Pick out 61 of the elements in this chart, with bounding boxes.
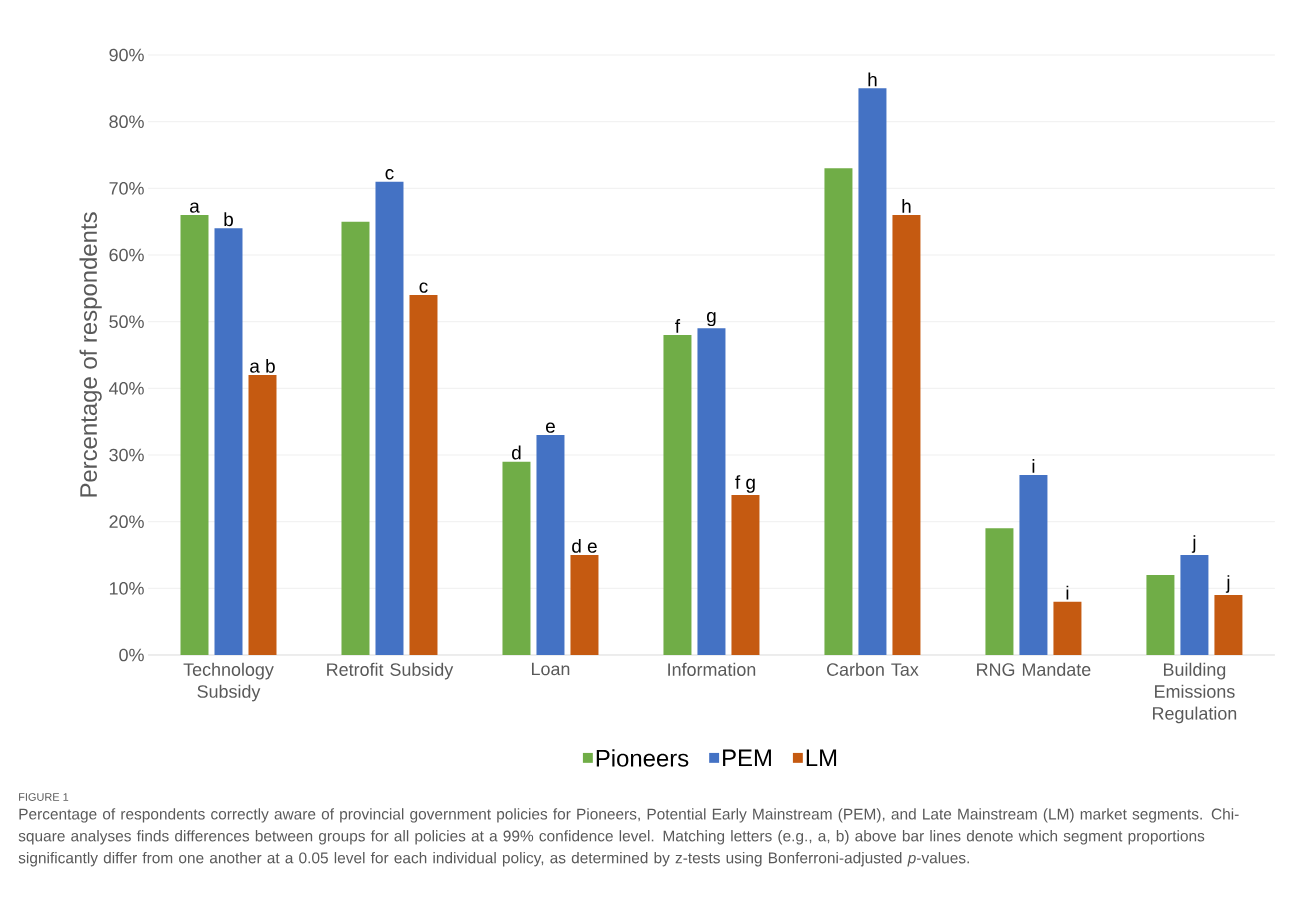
x-tick-label: Retrofit Subsidy	[327, 662, 454, 680]
x-tick-label: Building Emissions Regulation	[1153, 662, 1237, 724]
bar	[214, 228, 243, 655]
bar	[1019, 475, 1048, 655]
bar	[502, 461, 531, 655]
data-label: e	[546, 422, 555, 433]
legend-label: Pioneers	[596, 749, 689, 767]
data-label: i	[1066, 585, 1069, 600]
data-label: j	[1225, 575, 1230, 593]
bar	[1146, 575, 1175, 655]
y-tick-label: 0%	[119, 648, 144, 662]
bar	[536, 435, 565, 655]
legend-label: PEM	[723, 749, 771, 767]
bar	[697, 328, 726, 655]
bar	[731, 495, 760, 655]
data-label: j	[1191, 535, 1196, 553]
y-tick-label: 90%	[109, 48, 144, 62]
x-tick-label: Loan	[531, 662, 570, 676]
data-label: g	[707, 312, 716, 327]
data-label: d e	[572, 538, 597, 553]
bar	[570, 555, 599, 655]
data-label: c	[419, 282, 428, 293]
bar	[1053, 601, 1082, 655]
bar	[409, 295, 438, 655]
y-tick-label: 80%	[109, 115, 144, 129]
y-tick-label: 50%	[109, 315, 144, 329]
data-label: c	[385, 169, 394, 180]
text: Percentage of respondents correctly aware of provincial government policies for Pioneers, Potential Early Mainstream (PEM), and Late Mainstream (LM) market segments. Chi-square analyses finds differences between groups for all policies at a 99% confidence level. Matching letters (e.g., a, b) above bar lines denote which segment proportions significantly differ from one another at a 0.05 level for each individual policy, as determined by z-tests using Bonferroni-adjusted p-values.	[18, 808, 1239, 867]
bar	[1180, 555, 1209, 655]
y-tick-label: 20%	[109, 515, 144, 529]
bar	[248, 375, 277, 655]
bar	[824, 168, 853, 655]
data-label: d	[512, 445, 521, 460]
bar	[663, 335, 692, 655]
bar	[892, 215, 921, 655]
caption: FIGURE 1	[19, 793, 69, 801]
bar	[341, 221, 370, 655]
bar	[1214, 595, 1243, 655]
data-label: a b	[250, 358, 275, 373]
data-label: i	[1032, 459, 1035, 473]
y-tick-label: 10%	[109, 581, 144, 595]
x-tick-label: Information	[668, 662, 756, 676]
data-label: b	[224, 212, 233, 227]
data-label: h	[868, 72, 877, 87]
bar	[985, 528, 1014, 655]
y-axis-title: Percentage of respondents	[79, 212, 102, 497]
legend-label: LM	[806, 749, 837, 767]
bar	[180, 215, 209, 655]
x-tick-label: Technology Subsidy	[183, 662, 274, 702]
y-tick-label: 40%	[109, 381, 144, 395]
bar	[858, 88, 887, 655]
y-tick-label: 70%	[109, 181, 144, 195]
x-tick-label: RNG Mandate	[977, 662, 1091, 676]
data-label: a	[190, 202, 200, 213]
bar	[375, 181, 404, 655]
data-label: f g	[735, 475, 755, 493]
x-tick-label: Carbon Tax	[827, 662, 919, 676]
data-label: h	[902, 199, 911, 213]
data-label: f	[675, 319, 681, 333]
y-tick-label: 60%	[109, 248, 144, 262]
y-tick-label: 30%	[109, 448, 144, 462]
